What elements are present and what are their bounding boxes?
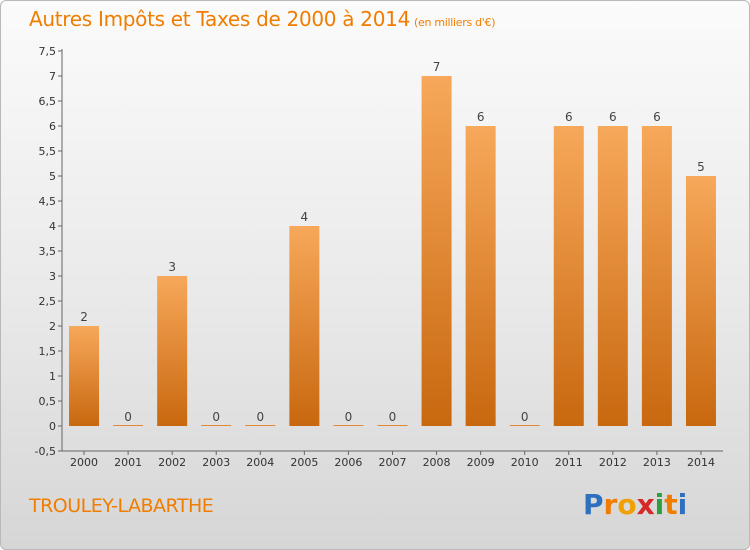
data-label-2010: 0 — [521, 410, 529, 424]
data-label-2001: 0 — [124, 410, 132, 424]
y-tick-label: 0 — [49, 420, 56, 433]
x-tick-label-2009: 2009 — [467, 456, 495, 469]
y-tick-label: 3 — [49, 270, 56, 283]
data-label-2003: 0 — [212, 410, 220, 424]
x-tick-label-2011: 2011 — [555, 456, 583, 469]
y-tick-label: 6 — [49, 120, 56, 133]
bar-2012 — [597, 126, 628, 426]
bar-2013 — [641, 126, 672, 426]
data-label-2006: 0 — [345, 410, 353, 424]
bar-2005 — [289, 226, 320, 426]
y-tick-label: 4,5 — [39, 195, 57, 208]
data-label-2012: 6 — [609, 110, 617, 124]
chart-title: Autres Impôts et Taxes de 2000 à 2014 (en… — [29, 7, 495, 31]
data-label-2002: 3 — [168, 260, 176, 274]
bar-2007 — [377, 425, 408, 426]
x-tick-label-2013: 2013 — [643, 456, 671, 469]
x-tick-label-2010: 2010 — [511, 456, 539, 469]
bar-2006 — [333, 425, 364, 426]
bar-2004 — [245, 425, 276, 426]
x-tick-label-2007: 2007 — [379, 456, 407, 469]
x-tick-label-2000: 2000 — [70, 456, 98, 469]
data-label-2000: 2 — [80, 310, 88, 324]
y-tick-label: 0,5 — [39, 395, 57, 408]
bar-2003 — [201, 425, 232, 426]
data-label-2011: 6 — [565, 110, 573, 124]
data-label-2007: 0 — [389, 410, 397, 424]
y-tick-label: 2,5 — [39, 295, 57, 308]
data-label-2004: 0 — [256, 410, 264, 424]
bar-2014 — [685, 176, 716, 426]
bar-2008 — [421, 76, 452, 426]
bar-2009 — [465, 126, 496, 426]
data-label-2013: 6 — [653, 110, 661, 124]
x-tick-label-2003: 2003 — [202, 456, 230, 469]
proxiti-logo[interactable]: Proxiti — [583, 488, 688, 521]
y-tick-label: 1 — [49, 370, 56, 383]
x-tick-label-2012: 2012 — [599, 456, 627, 469]
y-tick-label: 6,5 — [39, 95, 57, 108]
x-tick-label-2008: 2008 — [423, 456, 451, 469]
x-tick-label-2002: 2002 — [158, 456, 186, 469]
y-tick-label: 5 — [49, 170, 56, 183]
title-text: Autres Impôts et Taxes de 2000 à 2014 — [29, 7, 410, 31]
x-tick-label-2001: 2001 — [114, 456, 142, 469]
bar-2010 — [509, 425, 540, 426]
y-tick-label: -0,5 — [35, 445, 56, 458]
bar-2000 — [69, 326, 100, 426]
data-label-2014: 5 — [697, 160, 705, 174]
y-tick-label: 4 — [49, 220, 56, 233]
bar-2001 — [113, 425, 144, 426]
y-tick-label: 2 — [49, 320, 56, 333]
y-tick-label: 3,5 — [39, 245, 57, 258]
x-tick-label-2006: 2006 — [334, 456, 362, 469]
y-tick-label: 7,5 — [39, 45, 57, 58]
chart-subtitle: (en milliers d'€) — [414, 16, 496, 29]
y-tick-label: 5,5 — [39, 145, 57, 158]
bar-2011 — [553, 126, 584, 426]
bar-2002 — [157, 276, 188, 426]
y-tick-label: 1,5 — [39, 345, 57, 358]
commune-name: TROULEY-LABARTHE — [29, 495, 214, 517]
x-tick-label-2014: 2014 — [687, 456, 715, 469]
y-tick-label: 7 — [49, 70, 56, 83]
data-label-2005: 4 — [301, 210, 309, 224]
x-tick-label-2005: 2005 — [290, 456, 318, 469]
x-tick-label-2004: 2004 — [246, 456, 274, 469]
data-label-2008: 7 — [433, 60, 441, 74]
data-label-2009: 6 — [477, 110, 485, 124]
